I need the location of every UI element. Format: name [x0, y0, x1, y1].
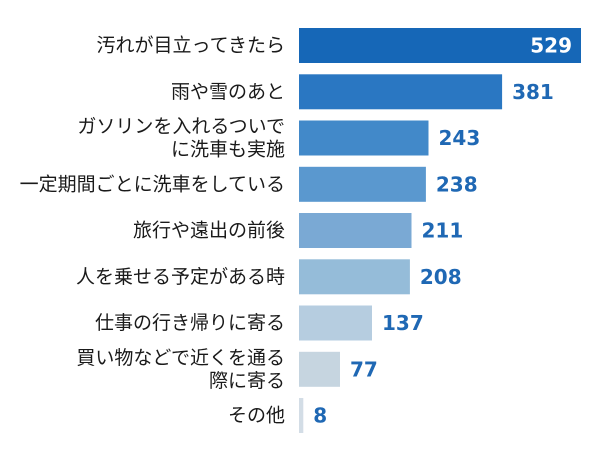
- bar-2: [299, 120, 429, 156]
- value-label-4: 211: [422, 219, 464, 243]
- bars-layer: [299, 28, 581, 433]
- bar-6: [299, 305, 372, 341]
- category-label-2-line-1: に洗車も実施: [171, 139, 285, 161]
- category-label-0: 汚れが目立ってきたら: [97, 35, 285, 57]
- value-label-5: 208: [420, 265, 462, 289]
- category-label-2-line-0: ガソリンを入れるついで: [77, 116, 285, 138]
- category-label-1: 雨や雪のあと: [171, 81, 285, 103]
- value-label-7: 77: [350, 357, 378, 381]
- category-label-3: 一定期間ごとに洗車をしている: [20, 173, 285, 195]
- bar-3: [299, 166, 426, 202]
- category-label-4: 旅行や遠出の前後: [133, 220, 285, 242]
- category-label-8: その他: [228, 405, 285, 427]
- bar-4: [299, 213, 412, 248]
- category-label-5: 人を乗せる予定がある時: [76, 266, 285, 288]
- bar-1: [299, 74, 503, 110]
- category-label-7-line-1: 際に寄る: [209, 370, 285, 392]
- category-labels-layer: 汚れが目立ってきたら雨や雪のあとガソリンを入れるついでに洗車も実施一定期間ごとに…: [20, 35, 285, 427]
- value-label-6: 137: [382, 311, 424, 335]
- category-label-6: 仕事の行き帰りに寄る: [95, 312, 285, 334]
- value-label-1: 381: [512, 80, 554, 104]
- bar-7: [299, 351, 340, 387]
- bar-0: [299, 28, 581, 63]
- value-label-3: 238: [436, 172, 478, 196]
- value-label-8: 8: [313, 404, 327, 428]
- bar-8: [299, 398, 304, 433]
- bar-5: [299, 259, 410, 295]
- value-label-2: 243: [439, 126, 481, 150]
- value-label-0: 529: [530, 34, 572, 58]
- category-label-7-line-0: 買い物などで近くを通る: [76, 347, 285, 369]
